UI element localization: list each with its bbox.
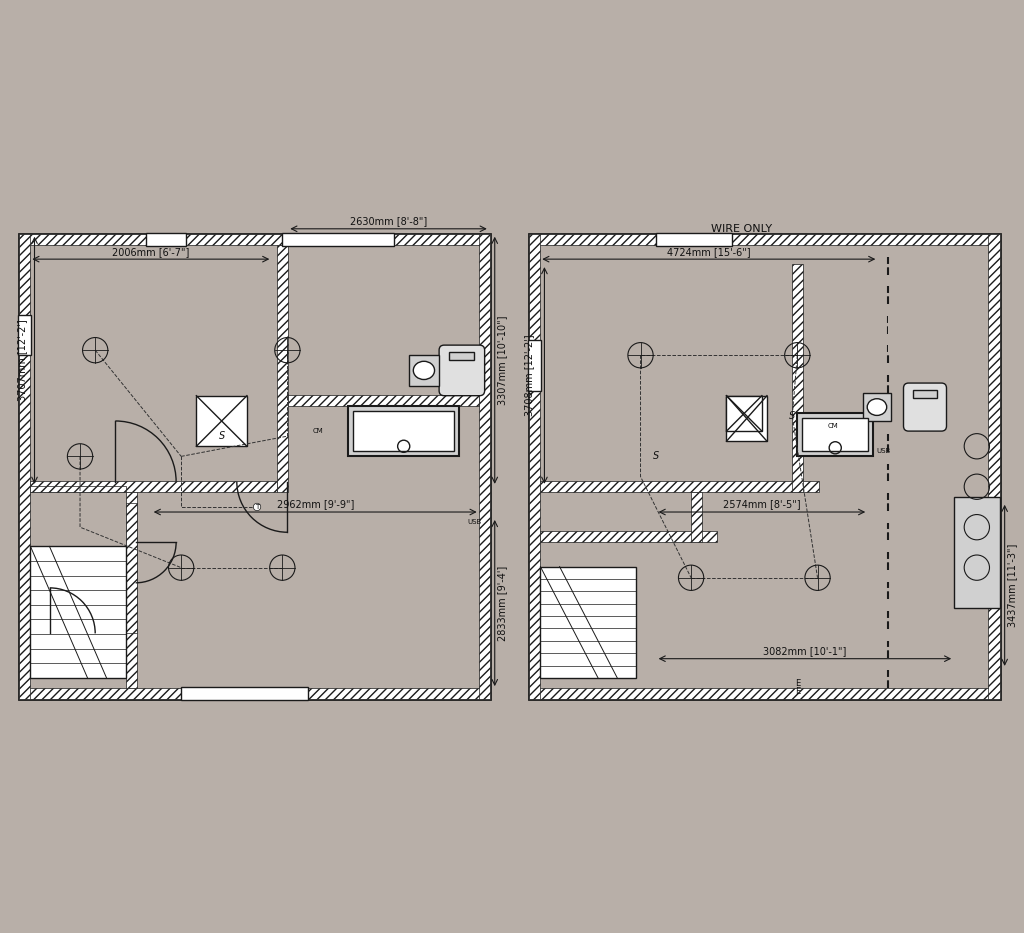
Bar [655,233,731,246]
Bar [181,688,307,699]
Bar [31,480,278,492]
Bar [529,340,541,391]
Bar [529,234,541,699]
Bar [19,314,31,355]
Bar [541,480,818,492]
Bar [348,406,460,456]
Text: 2574mm [8'-5"]: 2574mm [8'-5"] [723,499,801,509]
Text: 2962mm [9'-9"]: 2962mm [9'-9"] [276,499,354,509]
Text: S: S [218,431,224,441]
Bar [541,531,718,542]
Text: USB: USB [467,519,481,525]
Bar [126,503,136,634]
Ellipse shape [867,398,887,415]
Text: E: E [795,679,800,689]
Bar [726,396,762,431]
Bar [863,393,891,421]
Bar [803,419,868,452]
Text: 3082mm [10'-1"]: 3082mm [10'-1"] [763,647,847,656]
Bar [278,245,289,492]
FancyBboxPatch shape [439,345,484,396]
Bar [988,234,999,699]
Text: 3437mm [11'-3"]: 3437mm [11'-3"] [1008,544,1017,627]
Bar [798,413,873,456]
Bar [450,352,474,360]
Bar [541,566,637,678]
Text: 2833mm [9'-4']: 2833mm [9'-4'] [498,565,507,641]
Bar [793,264,804,492]
Bar [529,688,999,699]
Bar [691,492,702,542]
Bar [954,497,999,608]
Text: S: S [790,411,796,421]
Bar [19,234,489,245]
Bar [19,688,489,699]
Bar [478,234,489,699]
Bar [726,396,767,441]
FancyBboxPatch shape [903,383,946,431]
Text: E: E [795,687,800,696]
Ellipse shape [414,361,434,380]
Text: CM: CM [312,428,324,434]
Bar [181,687,307,700]
Text: 4724mm [15'-6"]: 4724mm [15'-6"] [667,246,751,257]
Text: 3307mm [10'-10"]: 3307mm [10'-10"] [498,315,507,405]
Bar [283,233,393,246]
Bar [31,622,126,634]
Bar [283,234,393,245]
Bar [31,486,126,492]
Bar [889,305,899,355]
Bar [145,234,186,245]
Text: 2630mm [8'-8"]: 2630mm [8'-8"] [350,216,427,227]
Text: 3707mm [12'-2']: 3707mm [12'-2'] [16,319,27,401]
Text: S: S [652,452,658,462]
Bar [145,233,186,246]
Bar [655,234,731,245]
Text: 2006mm [6'-7"]: 2006mm [6'-7"] [113,246,189,257]
Text: 3708mm [12'-2']: 3708mm [12'-2'] [524,335,535,416]
Bar [197,396,247,446]
Text: WIRE ONLY: WIRE ONLY [711,224,772,234]
Bar [913,390,937,397]
Bar [528,340,542,391]
Text: T: T [255,504,259,510]
Bar [31,547,126,678]
Bar [18,314,32,355]
Bar [529,234,999,245]
Bar [541,245,988,688]
Bar [289,395,478,406]
Bar [409,355,439,385]
Bar [353,411,455,452]
Text: CM: CM [827,423,838,429]
Bar [126,492,136,688]
Bar [19,234,31,699]
Bar [31,245,478,688]
Text: USB: USB [877,449,891,454]
